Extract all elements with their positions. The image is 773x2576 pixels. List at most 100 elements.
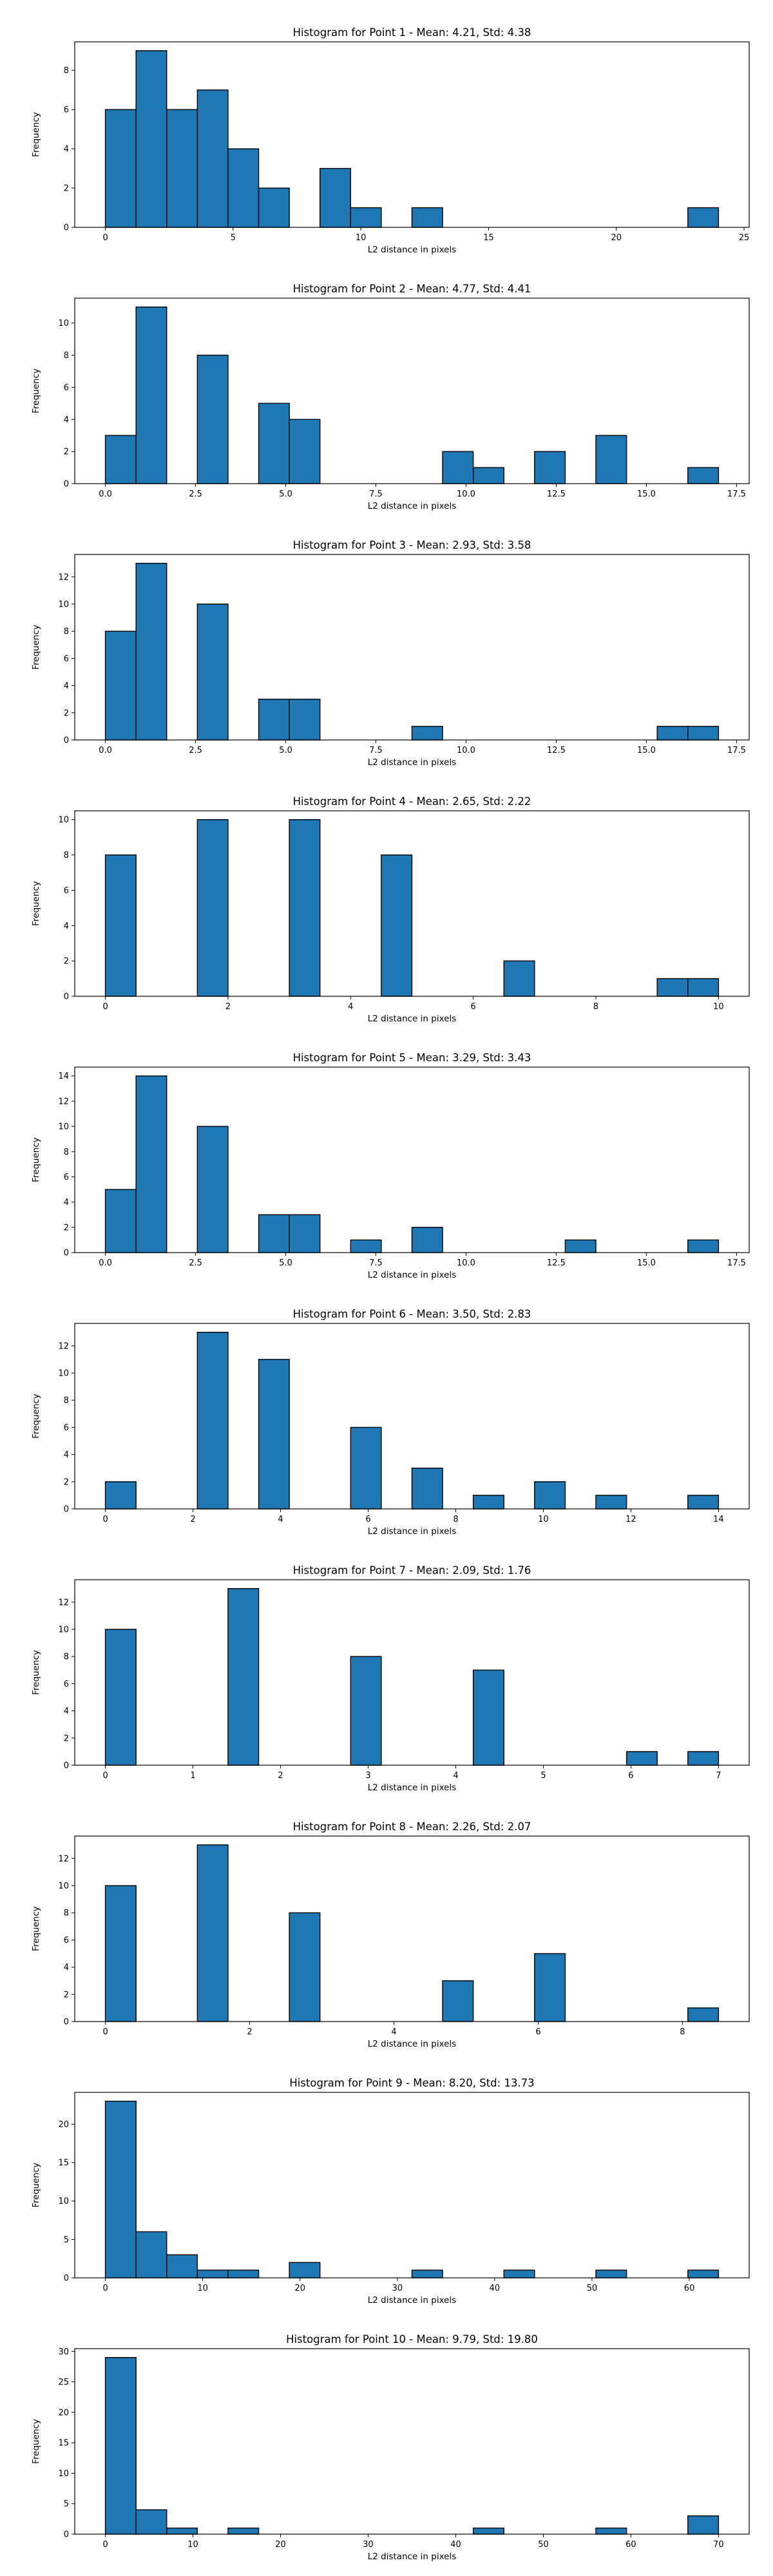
- histogram-bar: [289, 819, 321, 997]
- x-tick-label: 20: [294, 2284, 305, 2293]
- y-axis-label: Frequency: [31, 1394, 41, 1439]
- x-axis-label: L2 distance in pixels: [368, 1270, 456, 1280]
- histogram-bar: [687, 467, 720, 484]
- histogram-bar: [503, 2269, 535, 2278]
- x-tick-label: 50: [538, 2540, 549, 2550]
- x-tick-label: 12.5: [547, 746, 566, 755]
- histogram-bar: [104, 2357, 137, 2535]
- x-tick-label: 0.0: [99, 1258, 112, 1268]
- x-tick-label: 0: [102, 2540, 108, 2550]
- axes-frame: [74, 1835, 750, 2022]
- y-axis-label: Frequency: [31, 881, 41, 926]
- chart-title: Histogram for Point 8 - Mean: 2.26, Std:…: [293, 1821, 531, 1833]
- y-tick-label: 2: [64, 184, 69, 194]
- histogram-bar: [289, 2262, 321, 2278]
- histogram-bar: [595, 2527, 627, 2535]
- x-axis-label: L2 distance in pixels: [368, 2552, 456, 2562]
- y-tick-label: 6: [64, 1936, 69, 1946]
- histogram-bar: [350, 207, 382, 228]
- y-tick-label: 6: [64, 1423, 69, 1433]
- histogram-bar: [625, 1751, 658, 1766]
- x-tick-label: 15.0: [637, 1258, 656, 1268]
- y-tick-label: 25: [58, 2378, 69, 2387]
- x-tick-label: 10: [538, 1515, 549, 1524]
- y-tick-label: 6: [64, 1173, 69, 1182]
- x-tick-label: 2.5: [189, 1258, 202, 1268]
- histogram-bar: [227, 148, 260, 228]
- y-tick-label: 4: [64, 1198, 69, 1208]
- histogram-bar: [196, 603, 229, 741]
- x-tick-label: 5.0: [279, 746, 292, 755]
- chart-panel-9: 0 10 20 30 40 50 60 0 5 10 15 20 Histogram for Point…: [31, 2077, 750, 2306]
- axes-frame: [74, 2348, 750, 2535]
- histogram-bar: [227, 2527, 260, 2535]
- x-tick-label: 8: [453, 1515, 458, 1524]
- x-tick-label: 10: [356, 233, 367, 243]
- x-tick-label: 0: [102, 2027, 108, 2037]
- chart-title: Histogram for Point 3 - Mean: 2.93, Std:…: [293, 539, 531, 551]
- x-tick-label: 30: [392, 2284, 403, 2293]
- histogram-bar: [289, 698, 321, 741]
- y-axis-label: Frequency: [31, 368, 41, 413]
- histogram-bar: [411, 207, 443, 228]
- x-tick-label: 60: [625, 2540, 636, 2550]
- x-tick-label: 17.5: [727, 746, 746, 755]
- histogram-bar: [166, 2254, 198, 2278]
- axes-frame: [74, 1579, 750, 1766]
- histogram-bar: [104, 854, 137, 997]
- x-tick-label: 12.5: [547, 1258, 566, 1268]
- y-tick-label: 0: [64, 1249, 69, 1258]
- x-tick-label: 17.5: [727, 489, 746, 499]
- x-tick-label: 0: [102, 1515, 108, 1524]
- x-tick-label: 40: [490, 2284, 501, 2293]
- x-tick-label: 5: [231, 233, 236, 243]
- y-tick-label: 15: [58, 2439, 69, 2448]
- x-tick-label: 10.0: [457, 1258, 475, 1268]
- histogram-bar: [595, 2269, 627, 2278]
- histogram-bar: [135, 563, 167, 741]
- histogram-bar: [687, 978, 720, 997]
- y-tick-label: 6: [64, 106, 69, 115]
- y-tick-label: 8: [64, 851, 69, 860]
- chart-panel-1: 0 5 10 15 20 25 0 2 4 6 8 Histogram for Point 1 - M…: [31, 26, 750, 255]
- y-tick-label: 10: [58, 1882, 69, 1891]
- histogram-bar: [442, 1980, 474, 2022]
- x-tick-label: 1: [190, 1771, 195, 1781]
- chart-title: Histogram for Point 2 - Mean: 4.77, Std:…: [293, 283, 531, 295]
- y-axis-label: Frequency: [31, 1650, 41, 1695]
- histogram-bar: [472, 467, 504, 484]
- x-tick-label: 15.0: [637, 489, 656, 499]
- histogram-bar: [656, 978, 689, 997]
- histogram-bar: [687, 726, 720, 741]
- x-tick-label: 6: [365, 1515, 370, 1524]
- histogram-bar: [227, 1588, 260, 1766]
- x-tick-label: 7.5: [369, 489, 383, 499]
- histogram-bar: [687, 207, 720, 228]
- histogram-bar: [104, 1885, 137, 2022]
- axes-frame: [74, 554, 750, 741]
- x-tick-label: 25: [739, 233, 750, 243]
- x-tick-label: 0.0: [99, 489, 112, 499]
- histogram-bar: [258, 187, 290, 228]
- histogram-bar: [656, 726, 689, 741]
- x-tick-label: 15: [483, 233, 494, 243]
- x-axis-label: L2 distance in pixels: [368, 1014, 456, 1024]
- histogram-bar: [687, 2269, 720, 2278]
- histogram-bar: [104, 1629, 137, 1766]
- chart-title: Histogram for Point 9 - Mean: 8.20, Std:…: [289, 2077, 534, 2089]
- x-tick-label: 8: [680, 2027, 685, 2037]
- histogram-bar: [320, 167, 352, 228]
- y-tick-label: 8: [64, 1396, 69, 1406]
- histogram-bar: [350, 1426, 382, 1510]
- x-tick-label: 3: [365, 1771, 370, 1781]
- x-tick-label: 2: [225, 1002, 231, 1012]
- y-tick-label: 6: [64, 383, 69, 393]
- x-tick-label: 7: [716, 1771, 721, 1781]
- y-tick-label: 10: [58, 1625, 69, 1635]
- y-tick-label: 20: [58, 2408, 69, 2418]
- axes-frame: [74, 298, 750, 484]
- y-tick-label: 8: [64, 627, 69, 637]
- histogram-bar: [472, 1495, 504, 1510]
